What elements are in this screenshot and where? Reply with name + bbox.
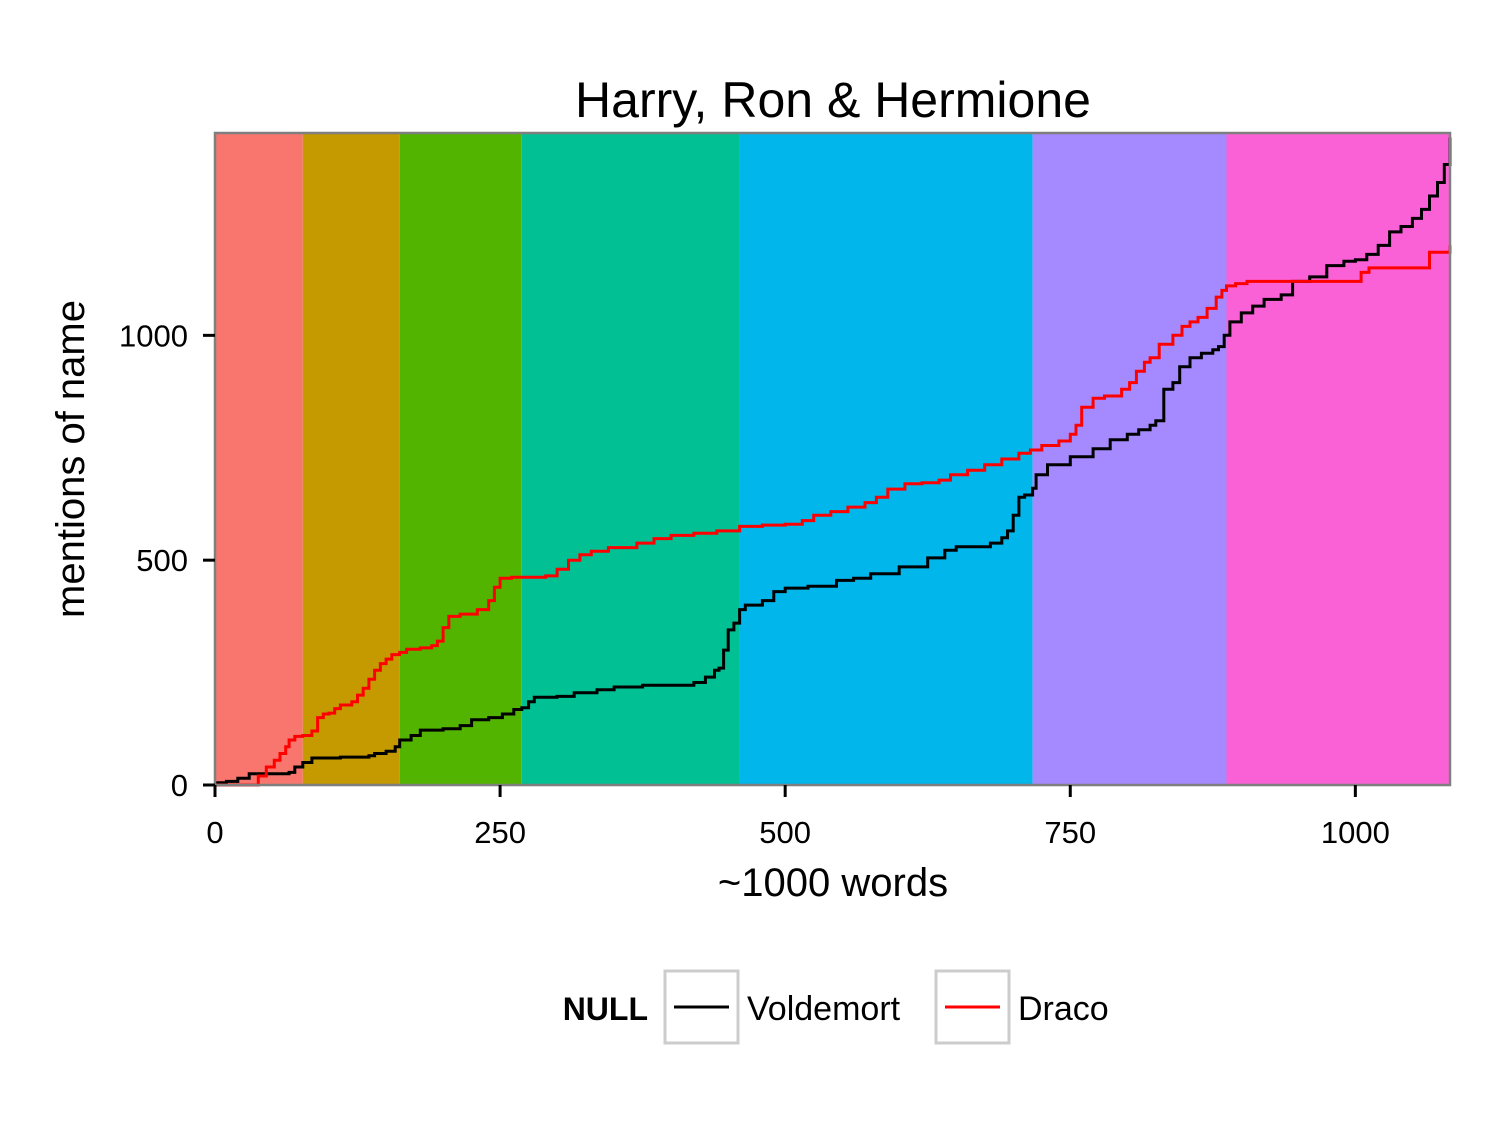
legend: NULL Voldemort Draco xyxy=(563,969,1109,1045)
y-tick-label: 500 xyxy=(136,543,188,578)
series-line-draco xyxy=(215,245,1452,787)
x-axis: 0 250 500 750 1000 xyxy=(206,785,1390,850)
legend-label-draco: Draco xyxy=(1018,990,1109,1028)
band-4 xyxy=(521,133,740,785)
series-line-voldemort xyxy=(215,137,1452,785)
y-axis-title: mentions of name xyxy=(49,300,93,618)
y-axis: 0 500 1000 xyxy=(119,318,215,803)
band-2 xyxy=(302,133,400,785)
y-tick-label: 1000 xyxy=(119,318,188,353)
y-tick-label: 0 xyxy=(171,768,188,803)
band-1 xyxy=(215,133,303,785)
legend-title: NULL xyxy=(563,991,648,1027)
x-tick-label: 250 xyxy=(474,815,526,850)
band-5 xyxy=(739,133,1033,785)
legend-label-voldemort: Voldemort xyxy=(747,990,901,1028)
x-tick-label: 500 xyxy=(759,815,811,850)
band-7 xyxy=(1226,133,1450,785)
band-3 xyxy=(399,133,522,785)
chapter-bands xyxy=(215,133,1450,785)
x-axis-title: ~1000 words xyxy=(718,861,948,905)
x-tick-label: 750 xyxy=(1044,815,1096,850)
series-lines xyxy=(215,137,1452,787)
plot-border xyxy=(213,131,1452,787)
chart-title: Harry, Ron & Hermione xyxy=(575,72,1091,128)
band-6 xyxy=(1032,133,1227,785)
x-tick-label: 1000 xyxy=(1321,815,1390,850)
x-tick-label: 0 xyxy=(206,815,223,850)
